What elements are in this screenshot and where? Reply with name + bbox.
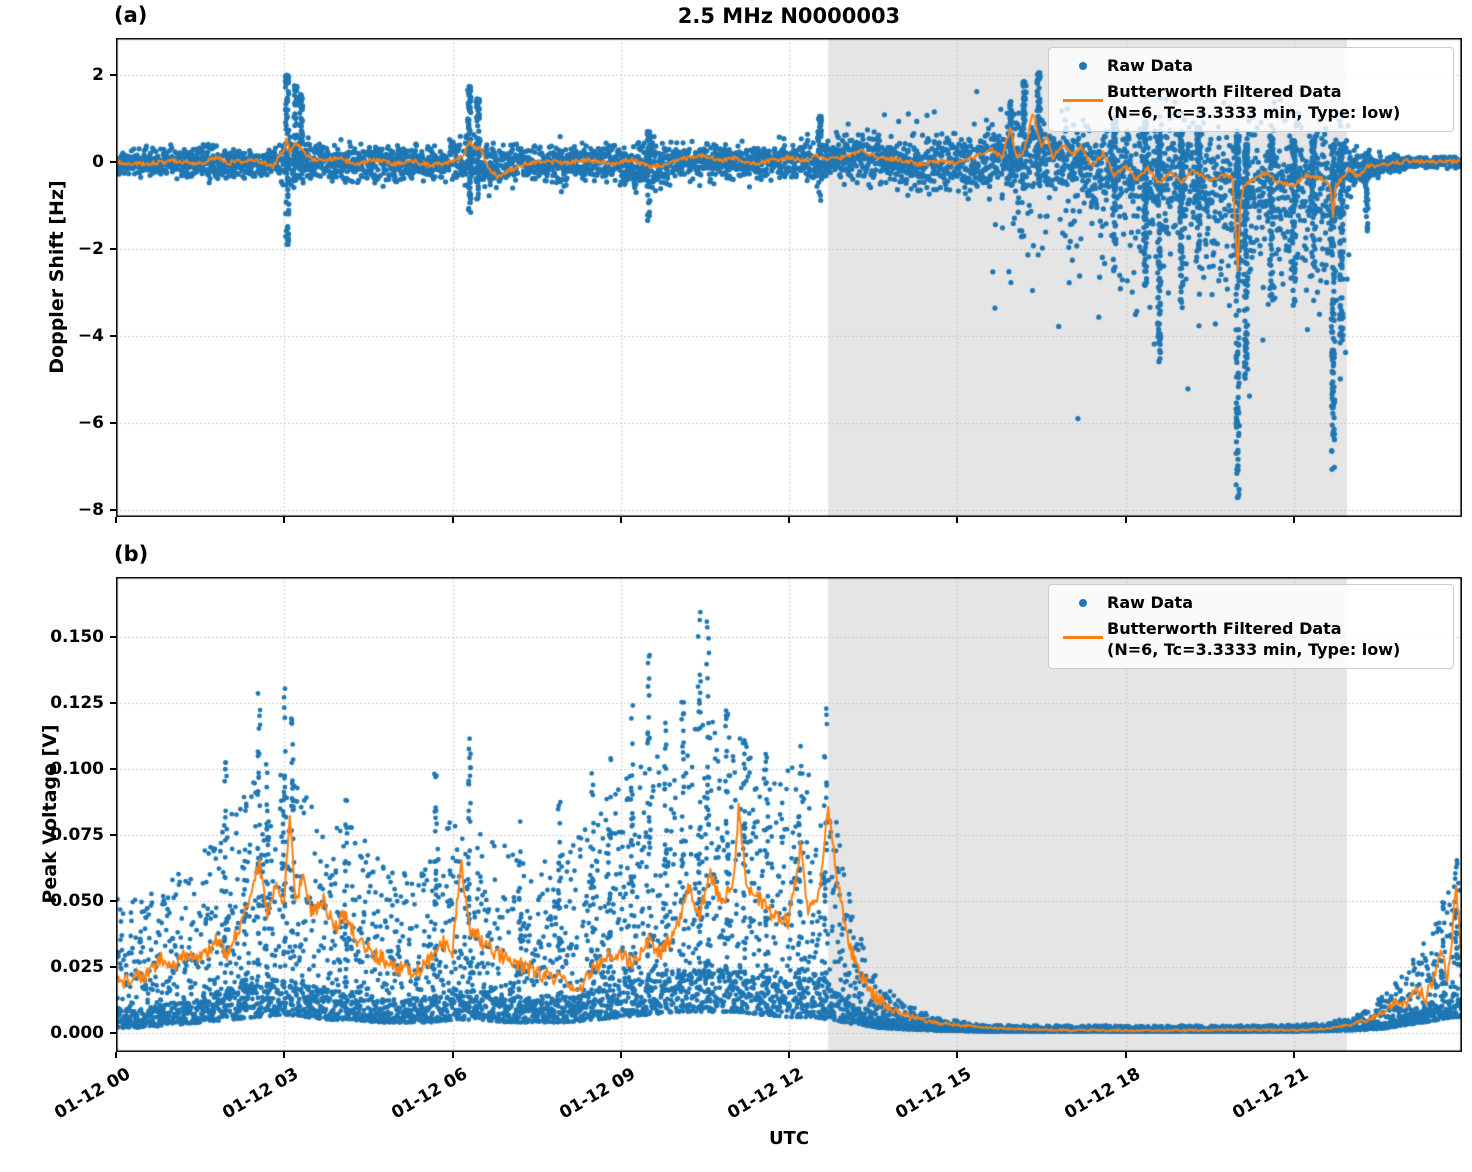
figure-title: 2.5 MHz N0000003 — [677, 4, 901, 28]
x-tick — [788, 517, 790, 523]
y-tick — [110, 1031, 116, 1034]
panel-a-label: (a) — [114, 3, 148, 27]
legend-filtered-label-line2: (N=6, Tc=3.3333 min, Type: low) — [1107, 103, 1401, 122]
x-tick — [283, 517, 286, 523]
x-tick-label: 01-12 03 — [219, 1064, 303, 1124]
x-tick-label: 01-12 00 — [51, 1064, 134, 1124]
raw-data-dot-icon — [1059, 55, 1107, 70]
y-tick — [110, 509, 116, 512]
y-tick — [110, 335, 116, 337]
y-tick — [110, 701, 116, 704]
y-tick-label: 0.000 — [50, 1022, 104, 1043]
panel-b-label: (b) — [114, 542, 149, 566]
y-tick-label: 0.125 — [50, 692, 104, 713]
x-tick-label: 01-12 21 — [1229, 1064, 1312, 1124]
legend-filtered-label-line1: Butterworth Filtered Data — [1107, 619, 1342, 638]
y-tick — [110, 635, 116, 638]
legend-entry-raw: Raw Data — [1059, 55, 1443, 76]
y-tick — [110, 248, 116, 250]
x-tick — [788, 1052, 790, 1058]
x-tick — [619, 517, 622, 523]
y-tick-label: −4 — [77, 326, 104, 346]
y-tick-label: 0.050 — [50, 890, 104, 911]
y-tick-label: 0.100 — [50, 758, 104, 779]
legend-filtered-label-line2: (N=6, Tc=3.3333 min, Type: low) — [1107, 640, 1401, 659]
x-tick — [115, 1052, 117, 1058]
x-tick — [283, 1052, 286, 1058]
x-tick — [1292, 1052, 1295, 1058]
y-tick-label: −2 — [77, 239, 104, 259]
x-axis-label: UTC — [768, 1128, 810, 1149]
x-tick — [619, 1052, 622, 1058]
y-tick — [110, 422, 116, 425]
x-tick — [956, 517, 959, 523]
y-tick — [110, 965, 116, 968]
y-tick-label: 0.025 — [50, 956, 104, 977]
y-tick-label: −6 — [77, 413, 104, 434]
y-tick — [110, 767, 116, 770]
raw-data-dot-icon — [1059, 592, 1107, 607]
legend-raw-label: Raw Data — [1107, 593, 1193, 612]
y-tick-label: 0 — [92, 151, 104, 172]
legend-entry-filtered: Butterworth Filtered Data (N=6, Tc=3.333… — [1059, 81, 1443, 123]
y-tick-label: −8 — [77, 500, 104, 521]
y-tick — [110, 160, 116, 163]
x-tick-label: 01-12 09 — [556, 1064, 639, 1124]
x-tick — [1124, 517, 1127, 523]
legend-entry-raw: Raw Data — [1059, 592, 1443, 613]
legend-raw-label: Raw Data — [1107, 56, 1193, 75]
y-axis-label-doppler: Doppler Shift [Hz] — [46, 180, 68, 374]
legend-panel-a: Raw Data Butterworth Filtered Data (N=6,… — [1048, 47, 1454, 132]
x-tick — [115, 517, 117, 523]
x-tick-label: 01-12 15 — [892, 1064, 976, 1124]
y-axis-label-voltage: Peak Voltage [V] — [39, 724, 61, 904]
filtered-data-line-icon — [1059, 81, 1107, 102]
y-tick-label: 0.150 — [50, 626, 104, 647]
y-tick — [110, 73, 116, 76]
x-tick — [451, 1052, 454, 1058]
legend-filtered-label-line1: Butterworth Filtered Data — [1107, 82, 1342, 101]
x-tick — [956, 1052, 959, 1058]
filtered-data-line-icon — [1059, 618, 1107, 639]
x-tick-label: 01-12 18 — [1060, 1064, 1144, 1124]
legend-entry-filtered: Butterworth Filtered Data (N=6, Tc=3.333… — [1059, 618, 1443, 660]
y-tick-label: 2 — [92, 64, 104, 85]
y-tick-label: 0.075 — [50, 824, 104, 845]
legend-filtered-label: Butterworth Filtered Data (N=6, Tc=3.333… — [1107, 81, 1400, 123]
legend-panel-b: Raw Data Butterworth Filtered Data (N=6,… — [1048, 584, 1454, 669]
legend-filtered-label: Butterworth Filtered Data (N=6, Tc=3.333… — [1107, 618, 1400, 660]
x-tick-label: 01-12 06 — [387, 1064, 471, 1124]
y-tick — [110, 833, 116, 836]
x-tick-label: 01-12 12 — [724, 1064, 807, 1124]
x-tick — [1124, 1052, 1127, 1058]
x-tick — [1292, 517, 1295, 523]
x-tick — [451, 517, 454, 523]
y-tick — [110, 899, 116, 902]
